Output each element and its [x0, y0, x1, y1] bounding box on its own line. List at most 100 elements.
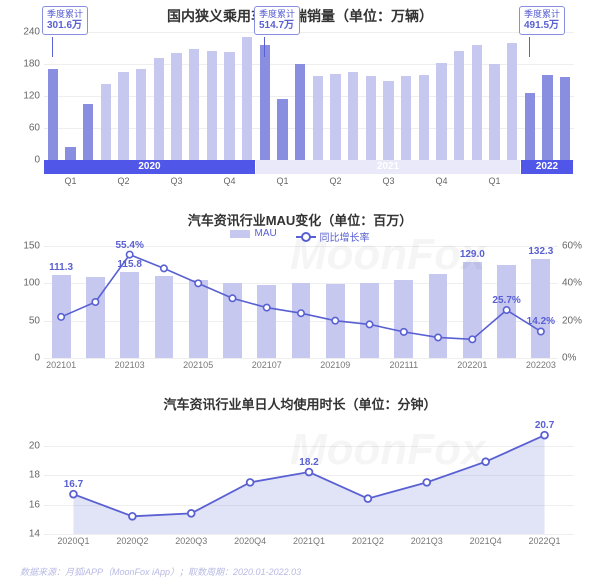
chart2-bar: [497, 265, 516, 358]
chart2-bar: [223, 283, 242, 358]
chart2-value-label: 132.3: [528, 246, 553, 257]
chart3-ytick: 16: [18, 499, 40, 510]
chart1-bar: [189, 49, 200, 160]
chart1-bar: [118, 72, 129, 160]
chart1-quarter-label: Q1: [64, 176, 76, 186]
chart2-xtick: 202105: [183, 360, 213, 370]
chart2-ytick-right: 20%: [562, 315, 582, 326]
chart2-ytick-left: 150: [14, 241, 40, 252]
chart1-ytick: 180: [14, 59, 40, 70]
chart3-title: 汽车资讯行业单日人均使用时长（单位：分钟）: [0, 394, 600, 413]
chart2-xtick: 202109: [320, 360, 350, 370]
chart1-bar: [348, 72, 359, 160]
chart1-callout: 季度累计491.5万: [519, 6, 565, 35]
chart3-xtick: 2021Q3: [411, 536, 443, 546]
chart1-yearband: 2022: [521, 160, 573, 174]
chart1-quarter-label: Q2: [329, 176, 341, 186]
chart3-ytick: 14: [18, 529, 40, 540]
chart2-xtick: 202201: [457, 360, 487, 370]
chart1-xband: 202020212022 Q1 Q2 Q3 Q4 Q1 Q2 Q3 Q4 Q1: [44, 160, 574, 194]
chart2-value-label: 115.8: [117, 259, 141, 270]
chart1-bar: [436, 63, 447, 160]
chart1-bar: [313, 76, 324, 160]
chart1-bar: [83, 104, 94, 160]
chart1-bar: [260, 45, 271, 160]
chart2-bar: [257, 285, 276, 358]
chart3-xtick: 2020Q3: [175, 536, 207, 546]
chart3-plot: 14161820 16.718.220.7: [44, 416, 574, 534]
chart2-xtick: 202101: [46, 360, 76, 370]
chart2-value-label: 111.3: [49, 262, 73, 273]
chart2-bar: [326, 284, 345, 358]
chart1-bar: [136, 69, 147, 160]
footer-source: 数据来源：月狐iAPP（MoonFox iApp）；取数周期：2020.01-2…: [20, 565, 301, 578]
chart1-bar: [489, 64, 500, 160]
chart2-panel: 汽车资讯行业MAU变化（单位：百万） MAU 同比增长率 0 50 100 150 0…: [0, 210, 600, 390]
chart1-bar: [507, 43, 518, 160]
chart2-xtick: 202103: [115, 360, 145, 370]
chart3-panel: 汽车资讯行业单日人均使用时长（单位：分钟） 14161820 16.718.22…: [0, 394, 600, 564]
chart2-ytick-right: 60%: [562, 241, 582, 252]
chart3-xtick: 2020Q1: [57, 536, 89, 546]
chart2-legend: MAU 同比增长率: [0, 228, 600, 244]
chart1-bar: [366, 76, 377, 160]
chart1-bar: [525, 93, 536, 160]
chart3-xtick: 2022Q1: [529, 536, 561, 546]
chart2-xtick: 202203: [526, 360, 556, 370]
chart1-quarter-label: Q2: [117, 176, 129, 186]
chart2-bar: [531, 259, 550, 358]
chart1-bar: [207, 51, 218, 160]
chart2-value-label: 14.2%: [527, 316, 555, 327]
chart2-bar: [86, 277, 105, 358]
chart2-title: 汽车资讯行业MAU变化（单位：百万）: [0, 210, 600, 229]
chart2-bar: [292, 283, 311, 358]
chart1-bar: [419, 75, 430, 160]
legend-item-bar: MAU: [230, 228, 276, 239]
chart1-ytick: 120: [14, 91, 40, 102]
chart2-plot: 050100150 0%20%40%60% 111.3115.855.4%129…: [44, 246, 558, 358]
chart1-yearband: 2020: [44, 160, 255, 174]
chart3-value-label: 18.2: [299, 457, 318, 468]
chart2-bar: [429, 274, 448, 358]
chart2-value-label: 25.7%: [492, 295, 520, 306]
chart1-bar: [171, 53, 182, 160]
chart2-value-label: 55.4%: [115, 240, 143, 251]
chart1-bar: [542, 75, 553, 160]
chart2-ytick-right: 0%: [562, 353, 576, 364]
chart3-xaxis: 2020Q12020Q22020Q32020Q42021Q12021Q22021…: [44, 536, 574, 550]
chart2-bar: [120, 272, 139, 358]
chart1-quarter-label: Q4: [223, 176, 235, 186]
chart1-bar: [154, 58, 165, 160]
chart1-quarter-label: Q3: [382, 176, 394, 186]
chart2-value-label: 129.0: [460, 249, 485, 260]
chart3-ytick: 18: [18, 470, 40, 481]
legend-item-line: 同比增长率: [296, 229, 370, 244]
chart2-bar: [360, 283, 379, 358]
chart1-callout-line: [264, 37, 265, 57]
chart1-plot: 060120180240 季度累计301.6万季度累计514.7万季度累计491…: [44, 32, 574, 160]
chart3-xtick: 2020Q4: [234, 536, 266, 546]
chart1-panel: 国内狭义乘用车零售端销量（单位：万辆） 060120180240 季度累计301…: [0, 4, 600, 208]
chart2-bar: [52, 275, 71, 358]
chart3-xtick: 2021Q4: [470, 536, 502, 546]
chart2-ytick-left: 100: [14, 278, 40, 289]
legend-line-label: 同比增长率: [320, 229, 370, 244]
chart3-xtick: 2021Q1: [293, 536, 325, 546]
chart1-quarter-label: Q1: [488, 176, 500, 186]
chart1-ytick: 60: [14, 123, 40, 134]
chart1-bar: [472, 45, 483, 160]
chart1-bar: [224, 52, 235, 160]
chart3-xtick: 2020Q2: [116, 536, 148, 546]
chart1-bar: [401, 76, 412, 160]
chart2-xtick: 202107: [252, 360, 282, 370]
chart2-ytick-left: 0: [14, 353, 40, 364]
chart1-quarter-label: Q3: [170, 176, 182, 186]
chart1-quarter-label: Q1: [276, 176, 288, 186]
chart1-quarter-label: Q4: [435, 176, 447, 186]
chart2-bar: [189, 280, 208, 358]
chart3-value-label: 16.7: [64, 479, 83, 490]
chart2-bar: [155, 276, 174, 358]
chart1-bar: [277, 99, 288, 160]
chart2-ytick-left: 50: [14, 315, 40, 326]
chart1-yearband: 2021: [256, 160, 520, 174]
